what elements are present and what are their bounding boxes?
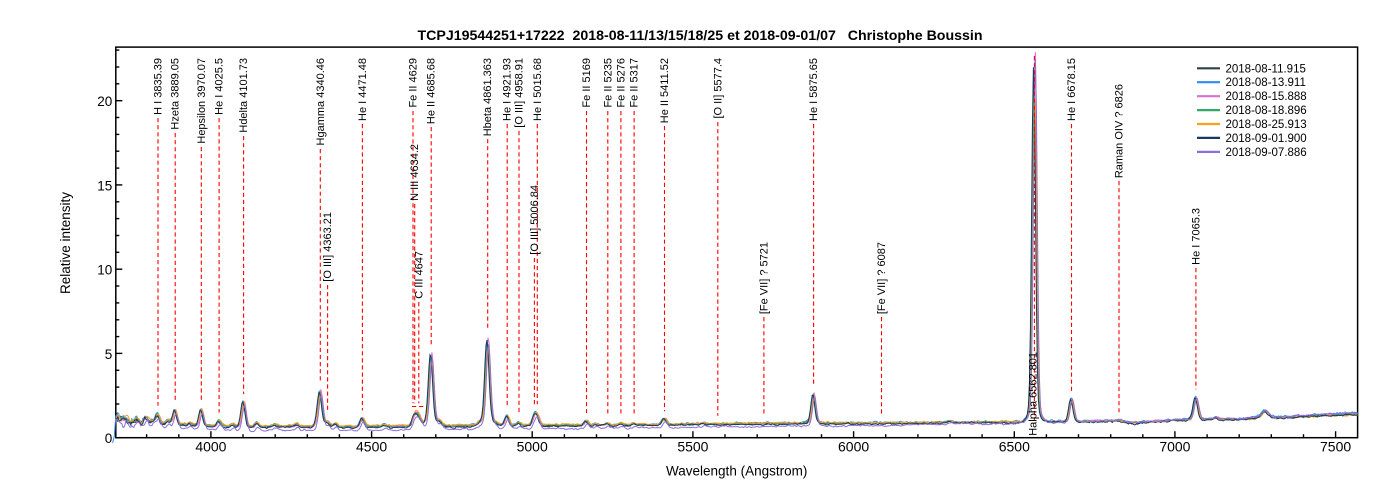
svg-text:Halpha 6562.801: Halpha 6562.801: [1027, 352, 1039, 436]
svg-text:2018-08-18.896: 2018-08-18.896: [1226, 105, 1307, 117]
svg-text:Fe II 5235: Fe II 5235: [602, 58, 614, 108]
svg-text:Raman OIV ? 6826: Raman OIV ? 6826: [1114, 84, 1126, 178]
svg-text:[Fe VII] ? 5721: [Fe VII] ? 5721: [758, 242, 770, 314]
svg-text:Wavelength (Angstrom): Wavelength (Angstrom): [666, 464, 807, 479]
svg-text:[O II] 5577.4: [O II] 5577.4: [712, 58, 724, 119]
svg-text:Fe II 5317: Fe II 5317: [629, 58, 641, 108]
svg-text:2018-08-13.911: 2018-08-13.911: [1226, 77, 1306, 89]
svg-text:2018-09-07.886: 2018-09-07.886: [1226, 147, 1307, 159]
svg-text:Fe II 4629: Fe II 4629: [408, 58, 420, 108]
svg-text:He I 6678.15: He I 6678.15: [1066, 58, 1078, 121]
svg-text:20: 20: [97, 94, 112, 109]
svg-text:He II 4685.68: He II 4685.68: [426, 58, 438, 124]
svg-text:5500: 5500: [677, 439, 708, 455]
svg-text:4000: 4000: [195, 439, 226, 455]
svg-text:He I 7065.3: He I 7065.3: [1190, 208, 1202, 265]
svg-text:Hzeta 3889.05: Hzeta 3889.05: [170, 58, 182, 130]
svg-text:H I 3835.39: H I 3835.39: [153, 58, 165, 115]
svg-text:7500: 7500: [1320, 439, 1351, 455]
svg-text:[Fe VII] ? 6087: [Fe VII] ? 6087: [876, 242, 888, 314]
svg-text:Hgamma 4340.46: Hgamma 4340.46: [315, 58, 327, 145]
svg-text:Hepsilon 3970.07: Hepsilon 3970.07: [196, 58, 208, 144]
svg-text:2018-08-11.915: 2018-08-11.915: [1226, 63, 1306, 75]
svg-text:He I 4025.5: He I 4025.5: [214, 58, 226, 115]
svg-text:He I 5875.65: He I 5875.65: [808, 58, 820, 121]
svg-text:N III 4634.2: N III 4634.2: [409, 144, 421, 201]
svg-text:0: 0: [105, 431, 113, 446]
svg-text:He I 5015.68: He I 5015.68: [532, 58, 544, 121]
svg-text:He II 5411.52: He II 5411.52: [659, 58, 671, 123]
svg-text:Relative intensity: Relative intensity: [58, 192, 73, 294]
svg-text:2018-08-15.888: 2018-08-15.888: [1226, 91, 1307, 103]
svg-text:5000: 5000: [517, 439, 548, 455]
svg-text:He I 4471.48: He I 4471.48: [357, 58, 369, 121]
svg-text:He I 4921.93: He I 4921.93: [502, 58, 514, 121]
svg-text:2018-09-01.900: 2018-09-01.900: [1226, 133, 1307, 145]
svg-text:Fe II 5276: Fe II 5276: [615, 58, 627, 108]
svg-text:2018-08-25.913: 2018-08-25.913: [1226, 119, 1307, 131]
svg-text:Hdelta 4101.73: Hdelta 4101.73: [238, 58, 250, 133]
svg-text:C III 4647: C III 4647: [413, 251, 425, 299]
svg-text:15: 15: [97, 178, 112, 193]
svg-text:4500: 4500: [356, 439, 387, 455]
svg-text:6000: 6000: [838, 439, 869, 455]
svg-text:Fe II 5169: Fe II 5169: [581, 58, 593, 108]
svg-text:6500: 6500: [999, 439, 1030, 455]
svg-text:[O III] 4363.21: [O III] 4363.21: [322, 212, 334, 282]
svg-text:TCPJ19544251+17222 2018-08-11: TCPJ19544251+17222 2018-08-11/13/15/18/2…: [417, 28, 982, 44]
svg-text:[O III] 4958.91: [O III] 4958.91: [514, 58, 526, 128]
svg-text:5: 5: [105, 347, 113, 362]
svg-text:[O III] 5006.84: [O III] 5006.84: [529, 185, 541, 255]
svg-text:Hbeta 4861.363: Hbeta 4861.363: [482, 58, 494, 136]
svg-text:7000: 7000: [1159, 439, 1190, 455]
svg-text:10: 10: [97, 263, 112, 278]
